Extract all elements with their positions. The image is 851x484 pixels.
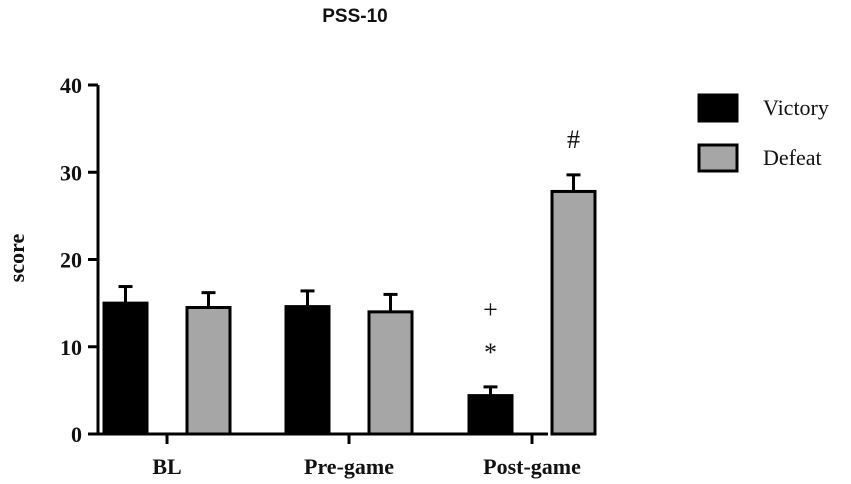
y-tick-label: 20 <box>60 248 82 273</box>
legend-swatch-defeat <box>697 143 739 173</box>
y-tick-label: 40 <box>60 73 82 98</box>
bar-victory-bl <box>102 301 149 436</box>
bar-defeat-bl <box>185 305 232 436</box>
y-tick-label: 0 <box>71 422 82 447</box>
significance-marker: # <box>567 125 580 154</box>
x-tick-label: Post-game <box>483 454 581 479</box>
bar-victory-post-game <box>467 394 514 436</box>
legend-label-defeat: Defeat <box>763 145 822 170</box>
chart-title: PSS-10 <box>322 6 387 27</box>
y-axis-label: score <box>4 234 29 283</box>
bar-defeat-pre-game <box>367 310 414 436</box>
plot-area: 0 10 20 30 40 BL Pre-game Post-game + * # <box>60 73 597 479</box>
significance-marker: * <box>484 338 497 367</box>
legend: Victory Defeat <box>697 93 829 173</box>
legend-swatch-victory <box>697 93 739 123</box>
x-tick-label: BL <box>152 454 181 479</box>
bar-defeat-post-game <box>550 189 597 436</box>
bar-victory-pre-game <box>284 305 331 436</box>
x-tick-label: Pre-game <box>304 454 394 479</box>
significance-marker: + <box>483 295 498 324</box>
y-tick-label: 10 <box>60 335 82 360</box>
legend-label-victory: Victory <box>763 95 829 120</box>
y-tick-label: 30 <box>60 160 82 185</box>
